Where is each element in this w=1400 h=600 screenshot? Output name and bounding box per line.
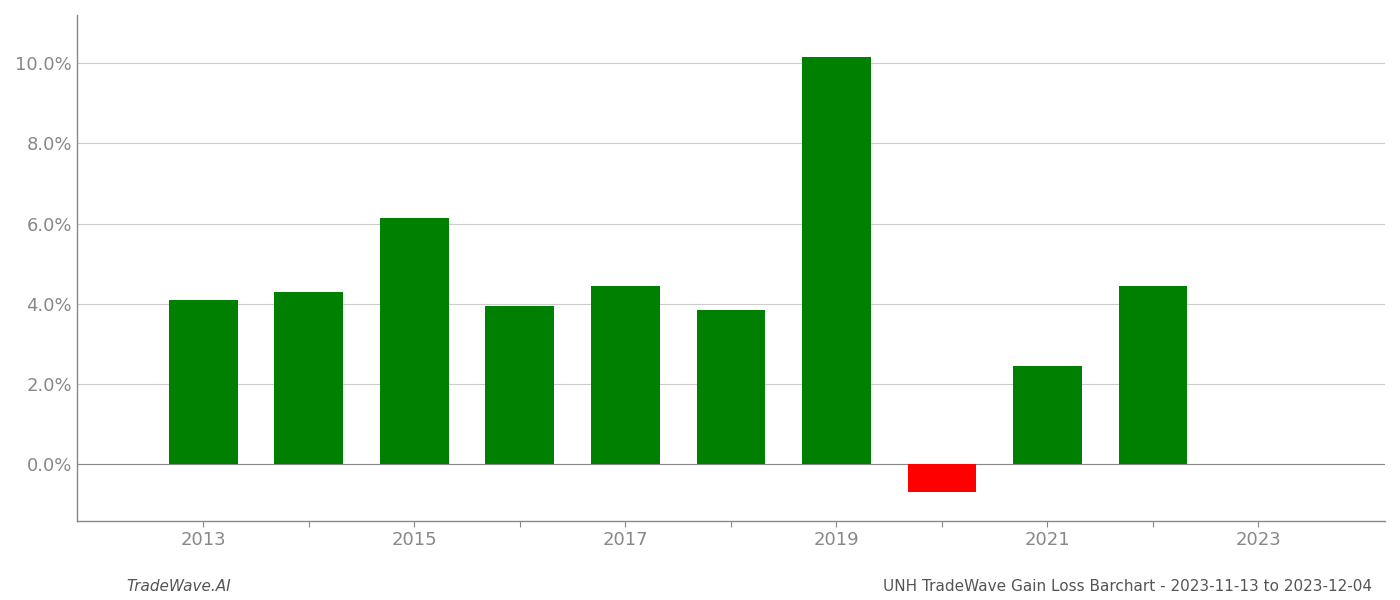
Text: TradeWave.AI: TradeWave.AI: [126, 579, 231, 594]
Bar: [1119, 286, 1187, 464]
Bar: [274, 292, 343, 464]
Bar: [486, 306, 554, 464]
Bar: [1014, 366, 1082, 464]
Bar: [591, 286, 659, 464]
Bar: [169, 300, 238, 464]
Bar: [697, 310, 764, 464]
Bar: [907, 464, 976, 493]
Bar: [379, 218, 448, 464]
Text: UNH TradeWave Gain Loss Barchart - 2023-11-13 to 2023-12-04: UNH TradeWave Gain Loss Barchart - 2023-…: [883, 579, 1372, 594]
Bar: [802, 57, 871, 464]
